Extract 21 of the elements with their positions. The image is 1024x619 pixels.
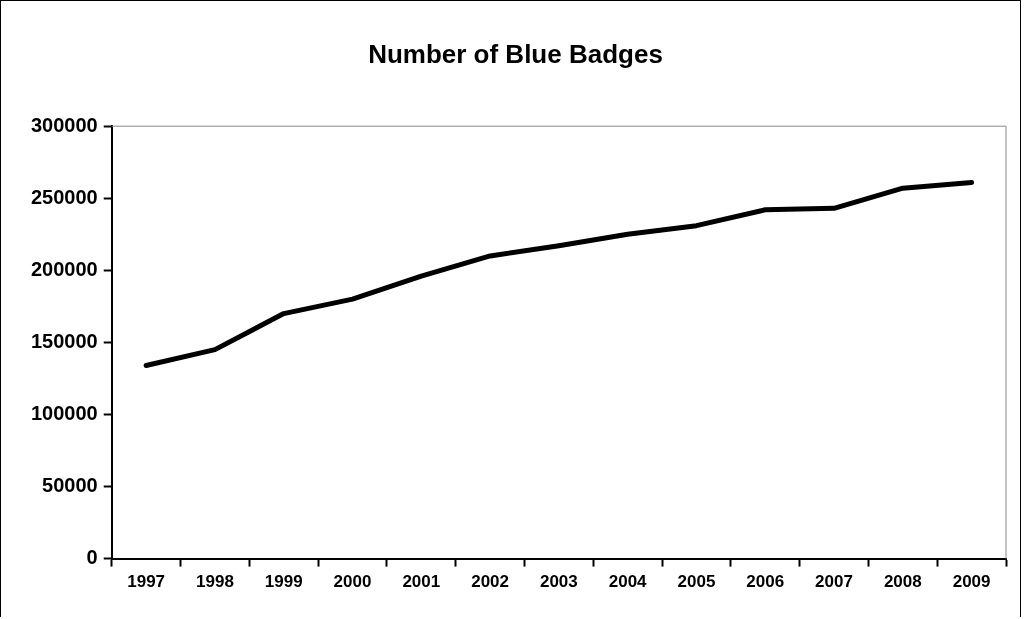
- x-tick-label: 1998: [196, 572, 234, 592]
- x-tick-label: 2007: [815, 572, 853, 592]
- y-tick-label: 250000: [30, 185, 98, 208]
- y-tick-label: 50000: [42, 474, 98, 497]
- x-tick-label: 1999: [264, 572, 303, 592]
- y-tick-label: 0: [86, 546, 98, 569]
- x-tick-label: 2002: [471, 572, 509, 592]
- x-tick-label: 2006: [746, 572, 785, 592]
- x-tick-label: 2004: [608, 572, 648, 592]
- y-tick-label: 100000: [30, 401, 98, 424]
- x-tick-label: 1997: [127, 572, 166, 592]
- x-tick-label: 2003: [539, 572, 578, 592]
- y-tick-label: 150000: [30, 329, 98, 352]
- chart-title: Number of Blue Badges: [368, 38, 663, 69]
- x-tick-label: 2001: [402, 572, 441, 592]
- y-tick-label: 200000: [30, 257, 98, 280]
- x-tick-label: 2008: [883, 572, 922, 592]
- x-tick-label: 2000: [333, 572, 372, 592]
- y-tick-label: 300000: [30, 113, 98, 136]
- x-tick-label: 2005: [677, 572, 716, 592]
- x-tick-label: 2009: [952, 572, 991, 592]
